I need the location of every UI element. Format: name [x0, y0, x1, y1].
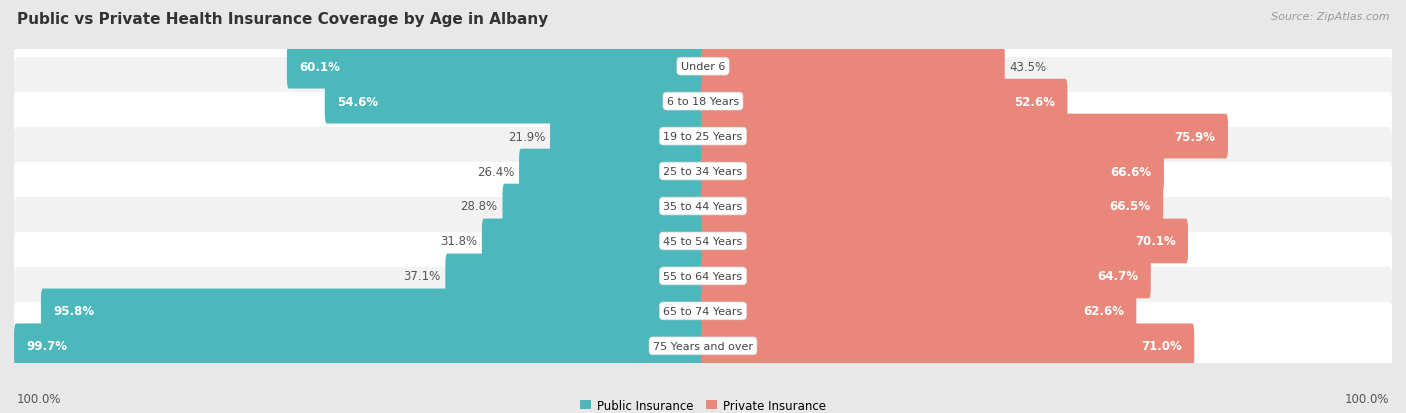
Legend: Public Insurance, Private Insurance: Public Insurance, Private Insurance — [578, 396, 828, 413]
Text: 31.8%: 31.8% — [440, 235, 477, 248]
FancyBboxPatch shape — [13, 197, 1393, 286]
Text: 75.9%: 75.9% — [1174, 130, 1216, 143]
FancyBboxPatch shape — [13, 127, 1393, 216]
Text: 28.8%: 28.8% — [461, 200, 498, 213]
Text: 100.0%: 100.0% — [1344, 392, 1389, 405]
Text: 100.0%: 100.0% — [17, 392, 62, 405]
Text: 60.1%: 60.1% — [299, 61, 340, 74]
FancyBboxPatch shape — [13, 267, 1393, 355]
Text: 6 to 18 Years: 6 to 18 Years — [666, 97, 740, 107]
Text: 26.4%: 26.4% — [477, 165, 515, 178]
FancyBboxPatch shape — [702, 184, 1163, 229]
Text: 54.6%: 54.6% — [337, 95, 378, 108]
Text: 66.5%: 66.5% — [1109, 200, 1152, 213]
Text: Source: ZipAtlas.com: Source: ZipAtlas.com — [1271, 12, 1389, 22]
Text: 70.1%: 70.1% — [1135, 235, 1175, 248]
FancyBboxPatch shape — [13, 22, 1393, 112]
FancyBboxPatch shape — [550, 114, 704, 159]
FancyBboxPatch shape — [702, 114, 1227, 159]
Text: 71.0%: 71.0% — [1142, 339, 1182, 352]
Text: 21.9%: 21.9% — [508, 130, 546, 143]
FancyBboxPatch shape — [702, 289, 1136, 333]
FancyBboxPatch shape — [502, 184, 704, 229]
Text: 35 to 44 Years: 35 to 44 Years — [664, 202, 742, 211]
Text: 55 to 64 Years: 55 to 64 Years — [664, 271, 742, 281]
FancyBboxPatch shape — [702, 45, 1005, 89]
FancyBboxPatch shape — [13, 92, 1393, 181]
FancyBboxPatch shape — [13, 232, 1393, 320]
Text: 43.5%: 43.5% — [1010, 61, 1046, 74]
FancyBboxPatch shape — [482, 219, 704, 263]
FancyBboxPatch shape — [702, 150, 1164, 194]
Text: Public vs Private Health Insurance Coverage by Age in Albany: Public vs Private Health Insurance Cover… — [17, 12, 548, 27]
Text: 75 Years and over: 75 Years and over — [652, 341, 754, 351]
Text: 19 to 25 Years: 19 to 25 Years — [664, 132, 742, 142]
Text: 99.7%: 99.7% — [27, 339, 67, 352]
Text: 37.1%: 37.1% — [404, 270, 440, 283]
Text: 52.6%: 52.6% — [1014, 95, 1054, 108]
FancyBboxPatch shape — [41, 289, 704, 333]
FancyBboxPatch shape — [13, 23, 1393, 111]
FancyBboxPatch shape — [13, 302, 1393, 390]
Text: 66.6%: 66.6% — [1111, 165, 1152, 178]
FancyBboxPatch shape — [702, 219, 1188, 263]
FancyBboxPatch shape — [13, 266, 1393, 356]
FancyBboxPatch shape — [14, 324, 704, 368]
Text: 45 to 54 Years: 45 to 54 Years — [664, 236, 742, 247]
Text: 95.8%: 95.8% — [53, 305, 94, 318]
FancyBboxPatch shape — [702, 80, 1067, 124]
Text: 25 to 34 Years: 25 to 34 Years — [664, 166, 742, 177]
FancyBboxPatch shape — [325, 80, 704, 124]
FancyBboxPatch shape — [13, 57, 1393, 147]
FancyBboxPatch shape — [13, 93, 1393, 181]
Text: 64.7%: 64.7% — [1098, 270, 1139, 283]
FancyBboxPatch shape — [519, 150, 704, 194]
FancyBboxPatch shape — [13, 197, 1393, 285]
FancyBboxPatch shape — [13, 128, 1393, 216]
FancyBboxPatch shape — [13, 163, 1393, 250]
FancyBboxPatch shape — [13, 232, 1393, 321]
Text: Under 6: Under 6 — [681, 62, 725, 72]
Text: 62.6%: 62.6% — [1083, 305, 1123, 318]
FancyBboxPatch shape — [702, 254, 1152, 299]
FancyBboxPatch shape — [702, 324, 1194, 368]
FancyBboxPatch shape — [446, 254, 704, 299]
Text: 65 to 74 Years: 65 to 74 Years — [664, 306, 742, 316]
FancyBboxPatch shape — [13, 58, 1393, 146]
FancyBboxPatch shape — [287, 45, 704, 89]
FancyBboxPatch shape — [13, 301, 1393, 391]
FancyBboxPatch shape — [13, 162, 1393, 251]
